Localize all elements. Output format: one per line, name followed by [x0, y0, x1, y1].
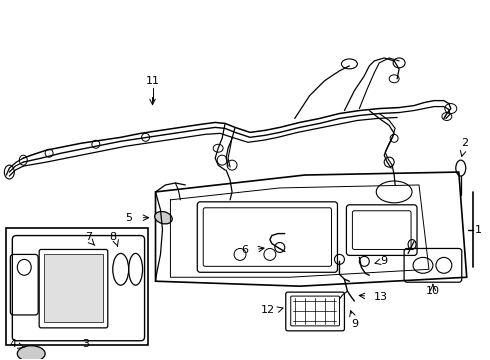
Text: 13: 13 [374, 292, 388, 302]
Text: 4: 4 [9, 339, 16, 349]
Text: 12: 12 [261, 305, 275, 315]
Bar [6, 228, 147, 345]
Ellipse shape [155, 212, 172, 224]
Text: 6: 6 [241, 246, 248, 256]
Text: 2: 2 [461, 138, 468, 148]
Bar [44, 255, 103, 322]
Ellipse shape [17, 346, 45, 360]
Text: 7: 7 [85, 231, 93, 242]
Text: 1: 1 [475, 225, 482, 235]
Text: 9: 9 [381, 256, 388, 266]
Text: 10: 10 [426, 286, 440, 296]
Text: 8: 8 [109, 231, 116, 242]
Text: 3: 3 [82, 339, 89, 349]
Text: 5: 5 [125, 213, 133, 223]
Text: 9: 9 [351, 319, 358, 329]
Text: 11: 11 [146, 76, 160, 86]
